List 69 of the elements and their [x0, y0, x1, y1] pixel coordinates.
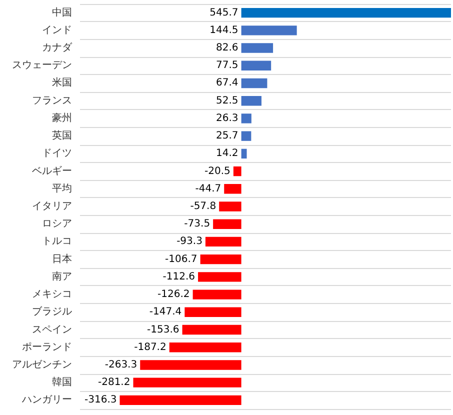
- y-tick-label: ポーランド: [22, 342, 72, 353]
- y-tick-label: 南ア: [52, 270, 72, 282]
- y-tick-label: ドイツ: [42, 148, 72, 160]
- y-tick-label: 平均: [52, 182, 72, 194]
- data-label: -147.4: [149, 306, 182, 318]
- data-label: 67.4: [216, 78, 238, 89]
- data-label: -57.8: [190, 201, 216, 212]
- bar: [133, 378, 242, 388]
- bar: [140, 360, 242, 370]
- bar: [200, 254, 242, 264]
- bar: [169, 342, 242, 352]
- bar: [213, 219, 242, 229]
- data-label: 25.7: [216, 130, 238, 142]
- y-tick-label: ロシア: [42, 218, 72, 230]
- data-label: 52.5: [216, 95, 238, 106]
- data-label: -20.5: [204, 166, 230, 177]
- data-label: -187.2: [134, 342, 166, 353]
- data-label: -126.2: [158, 289, 190, 300]
- data-label: -112.6: [162, 271, 196, 282]
- y-tick-label: スペイン: [32, 324, 72, 336]
- bar: [233, 166, 242, 176]
- data-label: 545.7: [210, 7, 238, 18]
- bar: [120, 395, 242, 406]
- bar: [182, 324, 242, 335]
- bar: [241, 26, 297, 36]
- y-tick-label: ブラジル: [32, 306, 72, 318]
- y-tick-label: トルコ: [42, 236, 72, 248]
- y-tick-label: 日本: [52, 252, 72, 265]
- bar: [205, 236, 242, 247]
- data-label: 14.2: [216, 148, 238, 160]
- bar: [241, 96, 262, 106]
- bar: [198, 272, 242, 282]
- bar: [241, 78, 268, 88]
- bar: [224, 184, 242, 194]
- y-tick-label: ハンガリー: [21, 394, 72, 406]
- y-tick-label: 中国: [52, 6, 72, 18]
- y-tick-label: カナダ: [42, 42, 73, 54]
- y-tick-label: スウェーデン: [12, 60, 72, 72]
- bar: [184, 307, 242, 317]
- data-label: -281.2: [98, 377, 130, 388]
- bar: [241, 8, 451, 18]
- y-tick-label: インド: [42, 24, 72, 36]
- bar: [241, 60, 272, 70]
- data-label: 26.3: [216, 112, 238, 124]
- data-label: 82.6: [216, 42, 238, 54]
- bar: [241, 131, 252, 141]
- data-label: -153.6: [147, 324, 180, 336]
- data-label: 77.5: [216, 60, 238, 72]
- data-label: -44.7: [195, 183, 222, 194]
- data-label: -316.3: [84, 394, 117, 406]
- y-tick-label: ベルギー: [32, 164, 72, 177]
- y-tick-label: フランス: [32, 95, 72, 106]
- data-label: -73.5: [184, 218, 210, 230]
- y-tick-label: 韓国: [52, 376, 72, 388]
- data-label: -93.3: [176, 236, 202, 248]
- bar: [241, 43, 274, 53]
- y-tick-label: イタリア: [32, 201, 72, 212]
- data-label: -106.7: [165, 254, 198, 265]
- bar: [241, 114, 252, 124]
- y-tick-label: アルゼンチン: [12, 359, 72, 370]
- bar: [192, 290, 242, 300]
- data-label: -263.3: [104, 359, 138, 370]
- y-tick-label: 英国: [52, 130, 72, 142]
- bar: [219, 202, 242, 212]
- bar: [241, 148, 247, 159]
- data-label: 144.5: [210, 24, 238, 36]
- y-tick-label: 豪州: [52, 112, 72, 124]
- y-tick-label: 米国: [52, 76, 72, 89]
- y-tick-label: メキシコ: [32, 289, 72, 300]
